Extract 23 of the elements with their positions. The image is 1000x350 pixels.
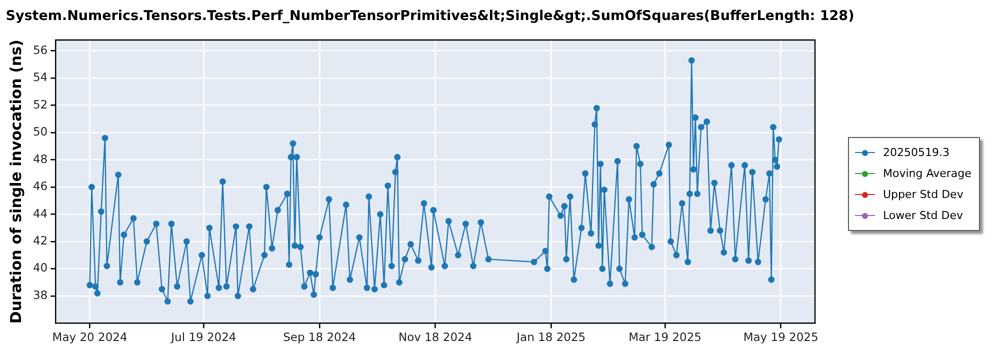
y-tick-label: 40: [32, 260, 48, 275]
legend-label: Upper Std Dev: [883, 188, 964, 201]
y-axis-title: Duration of single invocation (ns): [6, 40, 25, 324]
y-tick-label: 44: [32, 206, 48, 220]
x-tick-label: Mar 19 2025: [628, 330, 702, 344]
y-tick-label: 50: [32, 124, 48, 139]
y-tick-label: 54: [32, 70, 48, 84]
x-tick-label: Jan 18 2025: [516, 330, 586, 344]
x-tick-label: Nov 18 2024: [398, 330, 472, 344]
y-tick-label: 56: [32, 42, 48, 57]
legend-label: Moving Average: [883, 167, 972, 180]
legend-label: Lower Std Dev: [883, 209, 963, 222]
y-tick-label: 42: [32, 233, 48, 248]
y-tick-label: 52: [32, 97, 48, 112]
y-tick-label: 46: [32, 179, 48, 194]
x-tick-label: May 19 2025: [743, 330, 818, 344]
y-tick-label: 38: [32, 288, 48, 302]
chart-title: System.Numerics.Tensors.Tests.Perf_NumberTensorPrimitives&lt;Single&gt;.SumOfSquares(BufferLength: 128): [4, 8, 856, 24]
x-tick-label: Sep 18 2024: [283, 330, 356, 344]
x-tick-label: May 20 2024: [52, 330, 128, 344]
legend-label: 20250519.3: [883, 146, 950, 159]
x-tick-label: Jul 19 2024: [170, 330, 236, 344]
y-tick-label: 48: [32, 152, 48, 166]
